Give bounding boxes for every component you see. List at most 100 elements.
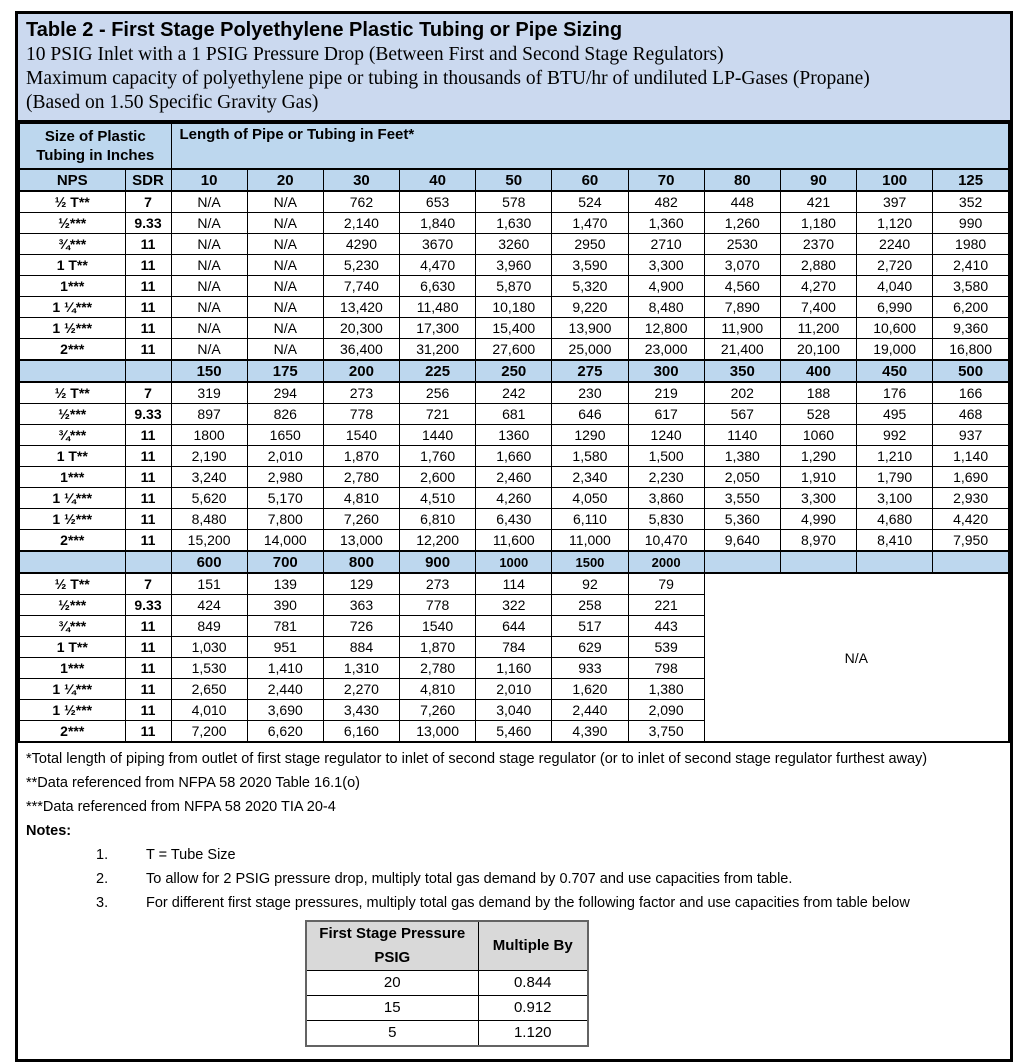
notes-label: Notes: [26,823,72,839]
table-row: ¾*** 11 N/A N/A 4290 3670 3260 2950 2710 2530 2370… [18,233,1010,255]
capacity-cell: 2,780 [322,466,401,488]
capacity-cell: 2,230 [627,466,705,488]
capacity-cell: 2,880 [779,254,858,276]
blank-header [932,550,1010,574]
capacity-cell: 4,040 [856,275,934,297]
capacity-cell: 644 [475,615,553,637]
capacity-cell: 17,300 [399,317,477,339]
capacity-cell: 7,200 [170,720,248,743]
capacity-cell: 6,430 [475,508,553,530]
capacity-cell: 1,620 [551,678,629,700]
row-label-nps: ½ T** [18,381,126,404]
capacity-cell: 2,050 [703,466,781,488]
row-label-sdr: 11 [124,678,172,700]
capacity-cell: 1540 [322,424,401,446]
note-item: 2. To allow for 2 PSIG pressure drop, mul… [26,867,1002,891]
capacity-cell: 990 [932,212,1010,234]
notes-list: 1. T = Tube Size 2. To allow for 2 PSIG pre… [26,843,1002,915]
capacity-cell: 897 [170,403,248,425]
capacity-cell: 1360 [475,424,553,446]
row-label-nps: ½ T** [18,190,126,213]
capacity-cell: N/A [170,317,248,339]
capacity-cell: 27,600 [475,338,553,361]
capacity-cell: 92 [551,572,629,595]
sub-table-body: First Stage Pressure PSIG Multiple By 20 0.… [305,920,589,1047]
capacity-cell: 3670 [399,233,477,255]
capacity-cell: 9,220 [551,296,629,318]
capacity-cell: 3,300 [627,254,705,276]
capacity-cell: 219 [627,381,705,404]
footnote-line: ***Data referenced from NFPA 58 2020 TIA… [26,799,336,815]
table-row: 2*** 11 N/A N/A 36,400 31,200 27,600 25,000 23,0… [18,338,1010,361]
capacity-cell: 15,400 [475,317,553,339]
capacity-cell: 5,620 [170,487,248,509]
capacity-cell: 294 [246,381,324,404]
row-label-sdr: 11 [124,275,172,297]
capacity-cell: 5,230 [322,254,401,276]
capacity-cell: N/A [170,190,248,213]
capacity-cell: 448 [703,190,781,213]
row-label-sdr: 11 [124,657,172,679]
capacity-cell: 1,500 [627,445,705,467]
sub-table-header: First Stage Pressure PSIG [305,920,479,971]
capacity-cell: 11,900 [703,317,781,339]
capacity-cell: 1540 [399,615,477,637]
length-col-header: 40 [399,168,477,192]
capacity-cell: 242 [475,381,553,404]
capacity-cell: 9,360 [932,317,1010,339]
capacity-cell: 2,980 [246,466,324,488]
capacity-cell: 397 [856,190,934,213]
sub-table-row: 20 0.844 [305,970,589,996]
capacity-cell: 176 [856,381,934,404]
capacity-cell: 826 [246,403,324,425]
row-label-nps: 2*** [18,338,126,361]
capacity-cell: N/A [246,190,324,213]
capacity-cell: 2950 [551,233,629,255]
capacity-cell: 363 [322,594,401,616]
capacity-cell: 25,000 [551,338,629,361]
capacity-cell: N/A [170,233,248,255]
title-block: Table 2 - First Stage Polyethylene Plast… [18,14,1010,122]
capacity-cell: 9,640 [703,529,781,552]
capacity-cell: 1140 [703,424,781,446]
length-header-row: 150 175 200 225 250 275 300 350 400 450 500 [18,359,1010,383]
capacity-cell: N/A [246,275,324,297]
capacity-cell: 849 [170,615,248,637]
capacity-cell: 539 [627,636,705,658]
capacity-cell: 3,100 [856,487,934,509]
capacity-cell: 1,210 [856,445,934,467]
row-label-sdr: 11 [124,636,172,658]
capacity-cell: 6,620 [246,720,324,743]
capacity-cell: 390 [246,594,324,616]
capacity-cell: N/A [170,275,248,297]
table-header-row: Size of Plastic Tubing in Inches Length o… [18,122,1010,170]
capacity-cell: 5,460 [475,720,553,743]
capacity-cell: 4,560 [703,275,781,297]
pressure-value: 15 [305,995,479,1021]
capacity-cell: 937 [932,424,1010,446]
capacity-cell: 4,810 [399,678,477,700]
capacity-cell: 5,830 [627,508,705,530]
row-label-sdr: 11 [124,317,172,339]
length-col-header: 200 [322,359,401,383]
capacity-cell: 3,300 [779,487,858,509]
length-col-header: 150 [170,359,248,383]
footnote-line: **Data referenced from NFPA 58 2020 Tabl… [26,775,360,791]
pressure-multiplier-table: First Stage Pressure PSIG Multiple By 20 0.… [305,920,589,1047]
row-label-sdr: 11 [124,699,172,721]
page-title: Table 2 - First Stage Polyethylene Plast… [26,19,623,41]
row-label-nps: 2*** [18,529,126,552]
capacity-cell: 421 [779,190,858,213]
sub-table-row: 15 0.912 [305,995,589,1021]
sub-table-row: 5 1.120 [305,1020,589,1047]
table-row: 1 T** 11 2,190 2,010 1,870 1,760 1,660 1,580 1,5… [18,445,1010,467]
capacity-cell: 13,900 [551,317,629,339]
row-label-nps: ½*** [18,212,126,234]
note-item: 3. For different first stage pressures, m… [26,891,1002,915]
capacity-cell: 7,800 [246,508,324,530]
capacity-cell: 4,050 [551,487,629,509]
sub-table-header-row: First Stage Pressure PSIG Multiple By [305,920,589,971]
sdr-header [124,550,172,574]
length-col-header: 300 [627,359,705,383]
capacity-cell: 15,200 [170,529,248,552]
